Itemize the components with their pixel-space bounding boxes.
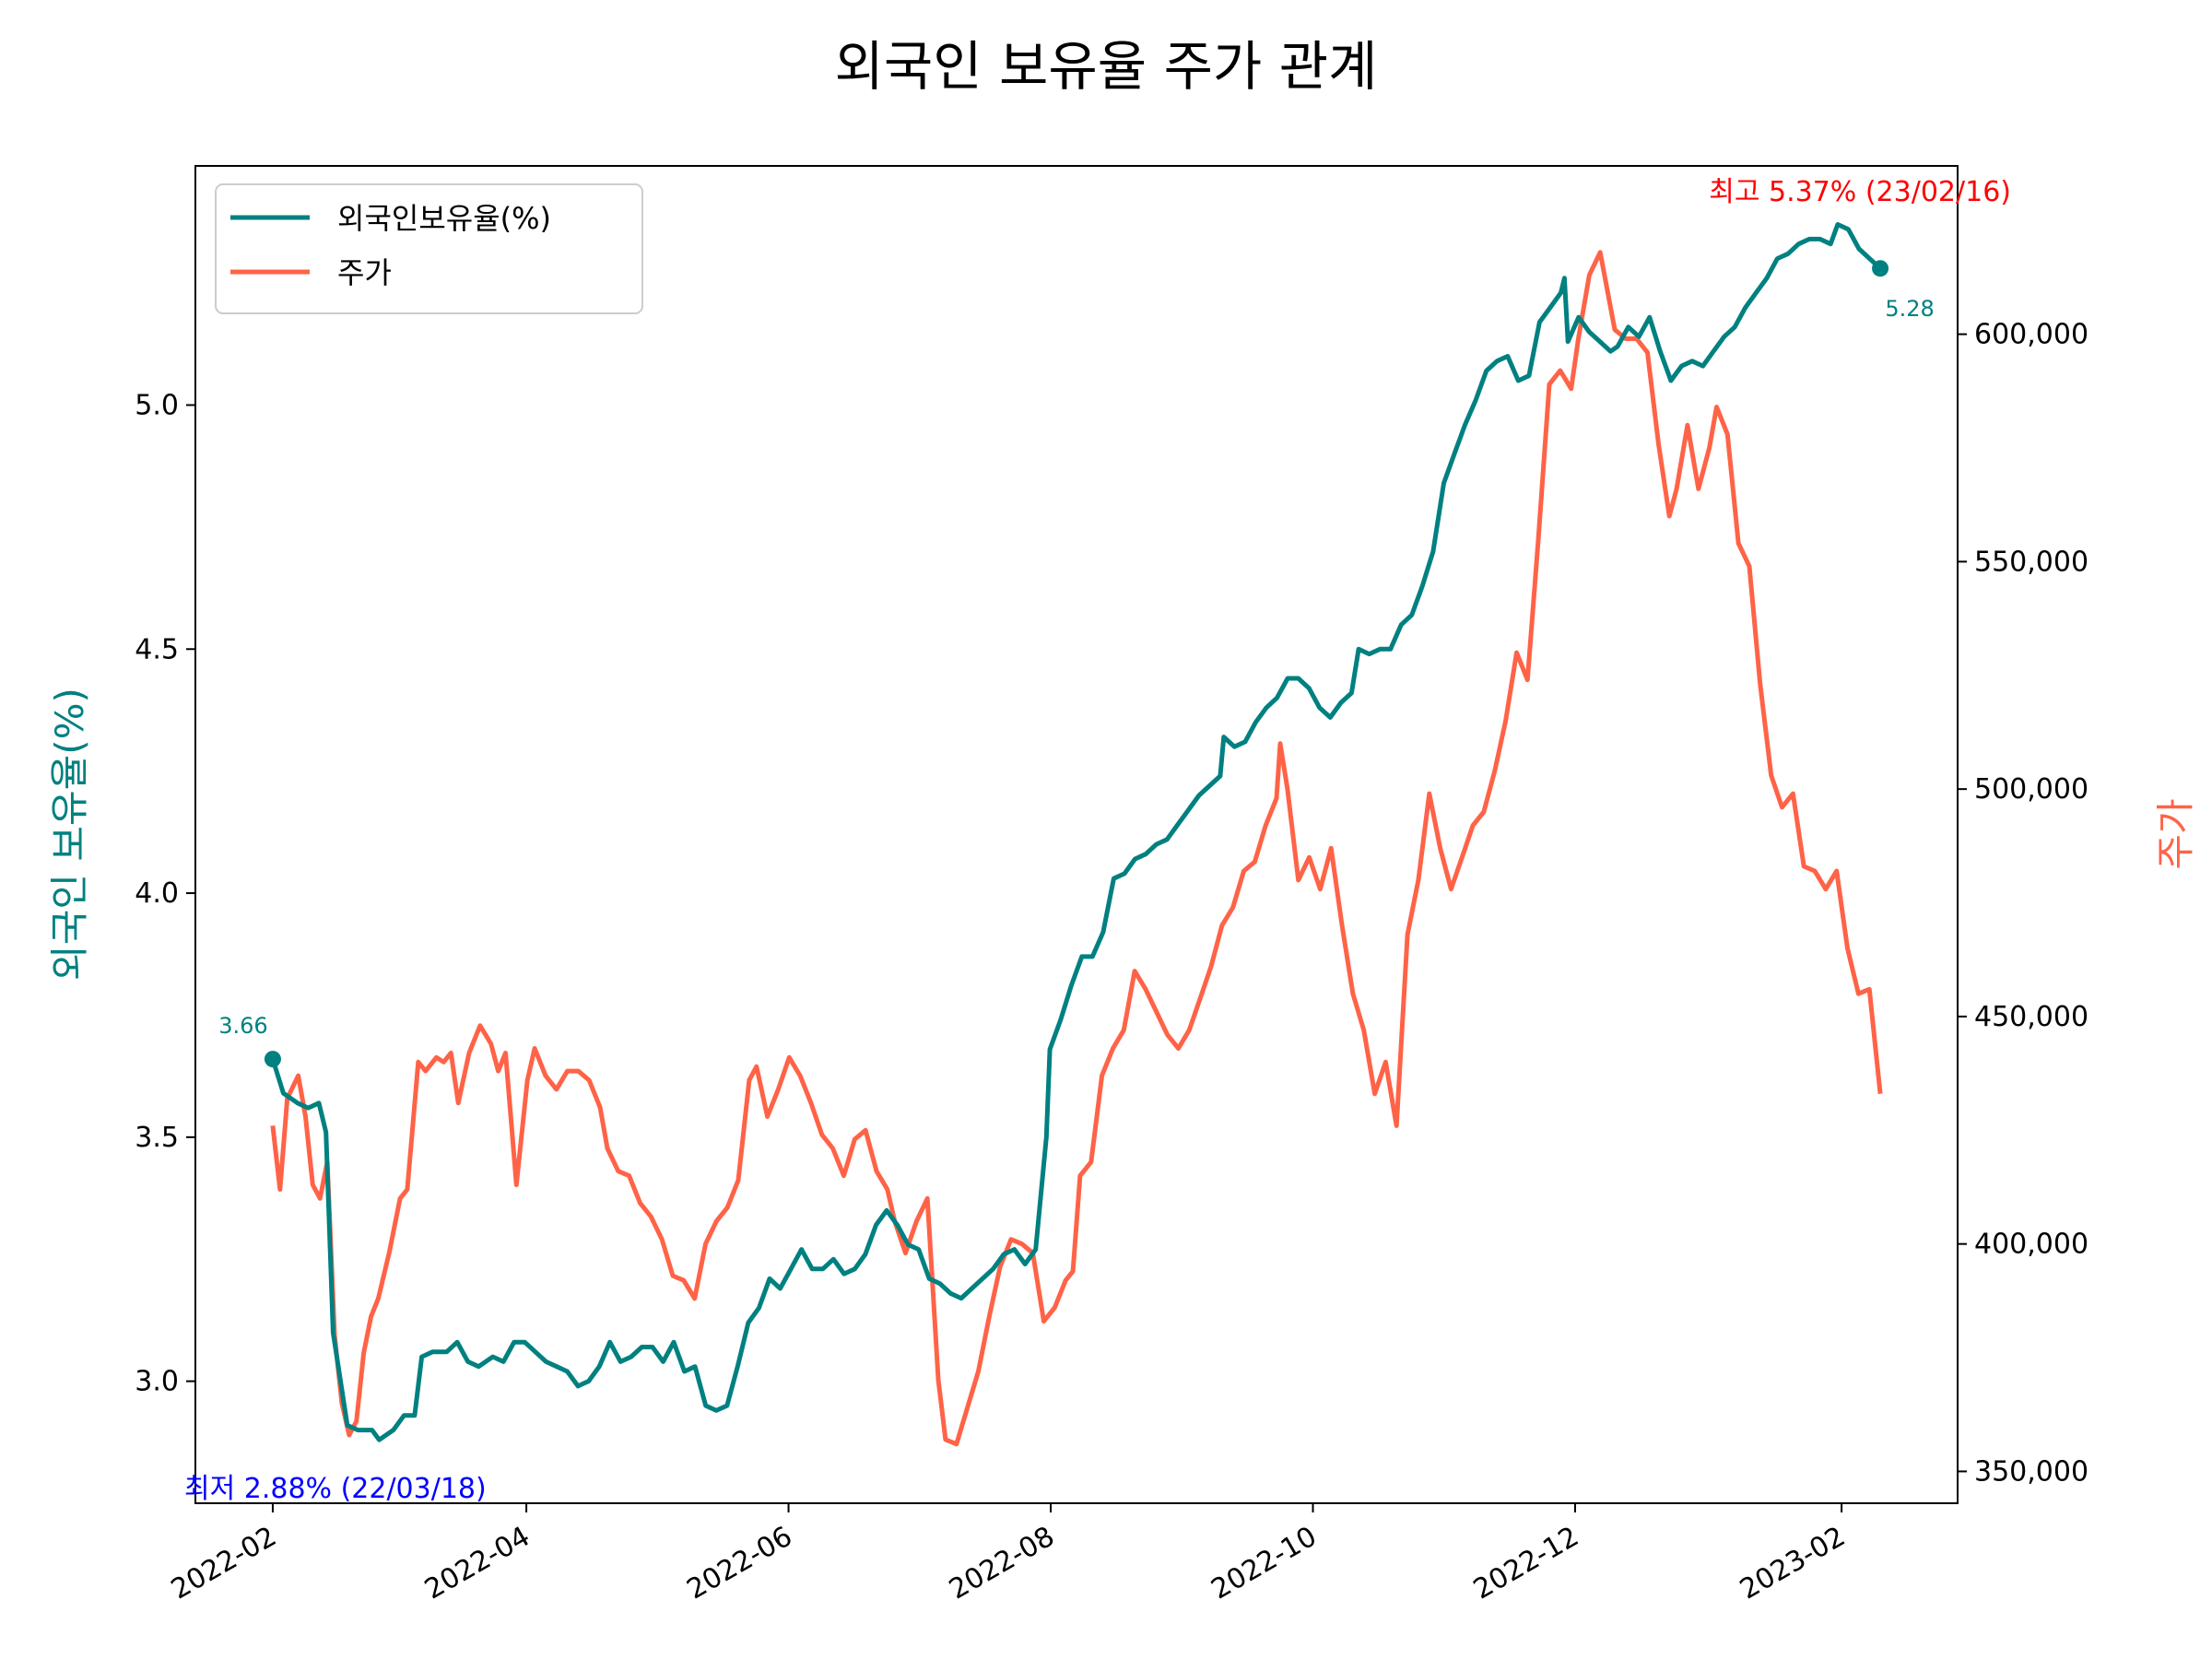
- x-tick-label: 2022-08: [944, 1521, 1060, 1606]
- max-annotation: 최고 5.37% (23/02/16): [1709, 176, 2011, 208]
- x-axis: 2022-02 2022-04 2022-06 2022-08 2022-10 2022-…: [166, 1503, 1851, 1606]
- start-point-marker: [264, 1051, 281, 1068]
- left-y-axis-label: 외국인 보유율(%): [47, 688, 92, 981]
- left-y-tick-label: 3.5: [135, 1122, 179, 1154]
- foreign-ownership-line: [270, 222, 1882, 1442]
- left-y-tick-label: 3.0: [135, 1366, 179, 1398]
- left-y-axis: 3.0 3.5 4.0 4.5 5.0: [135, 389, 195, 1398]
- right-y-tick-label: 350,000: [1974, 1455, 2088, 1488]
- left-y-tick-label: 4.0: [135, 877, 179, 910]
- right-y-tick-label: 400,000: [1974, 1229, 2088, 1261]
- right-y-tick-label: 500,000: [1974, 773, 2088, 806]
- right-y-axis-label: 주가: [2153, 798, 2198, 869]
- legend: 외국인보유율(%) 주가: [215, 183, 643, 314]
- right-y-tick-label: 450,000: [1974, 1001, 2088, 1033]
- x-tick-label: 2022-02: [166, 1521, 282, 1606]
- left-y-tick-label: 5.0: [135, 389, 179, 421]
- plot-frame: [194, 165, 1959, 1504]
- x-tick-label: 2023-02: [1735, 1521, 1851, 1606]
- legend-box: [215, 183, 643, 314]
- left-y-tick-label: 4.5: [135, 633, 179, 665]
- start-value-label: 3.66: [218, 1013, 267, 1039]
- x-tick-label: 2022-12: [1468, 1521, 1584, 1606]
- legend-label-price: 주가: [337, 255, 392, 290]
- right-y-tick-label: 550,000: [1974, 546, 2088, 578]
- right-y-tick-label: 600,000: [1974, 319, 2088, 351]
- price-line: [270, 250, 1883, 1447]
- x-tick-label: 2022-04: [419, 1521, 535, 1606]
- legend-label-foreign: 외국인보유율(%): [337, 201, 551, 236]
- end-value-label: 5.28: [1885, 296, 1934, 322]
- end-point-marker: [1872, 260, 1889, 277]
- x-tick-label: 2022-10: [1206, 1521, 1322, 1606]
- x-tick-label: 2022-06: [681, 1521, 797, 1606]
- right-y-axis: 350,000 400,000 450,000 500,000 550,000 600,0…: [1958, 319, 2088, 1488]
- min-annotation: 최저 2.88% (22/03/18): [184, 1473, 487, 1505]
- chart-title: 외국인 보유율 주가 관계: [835, 35, 1378, 98]
